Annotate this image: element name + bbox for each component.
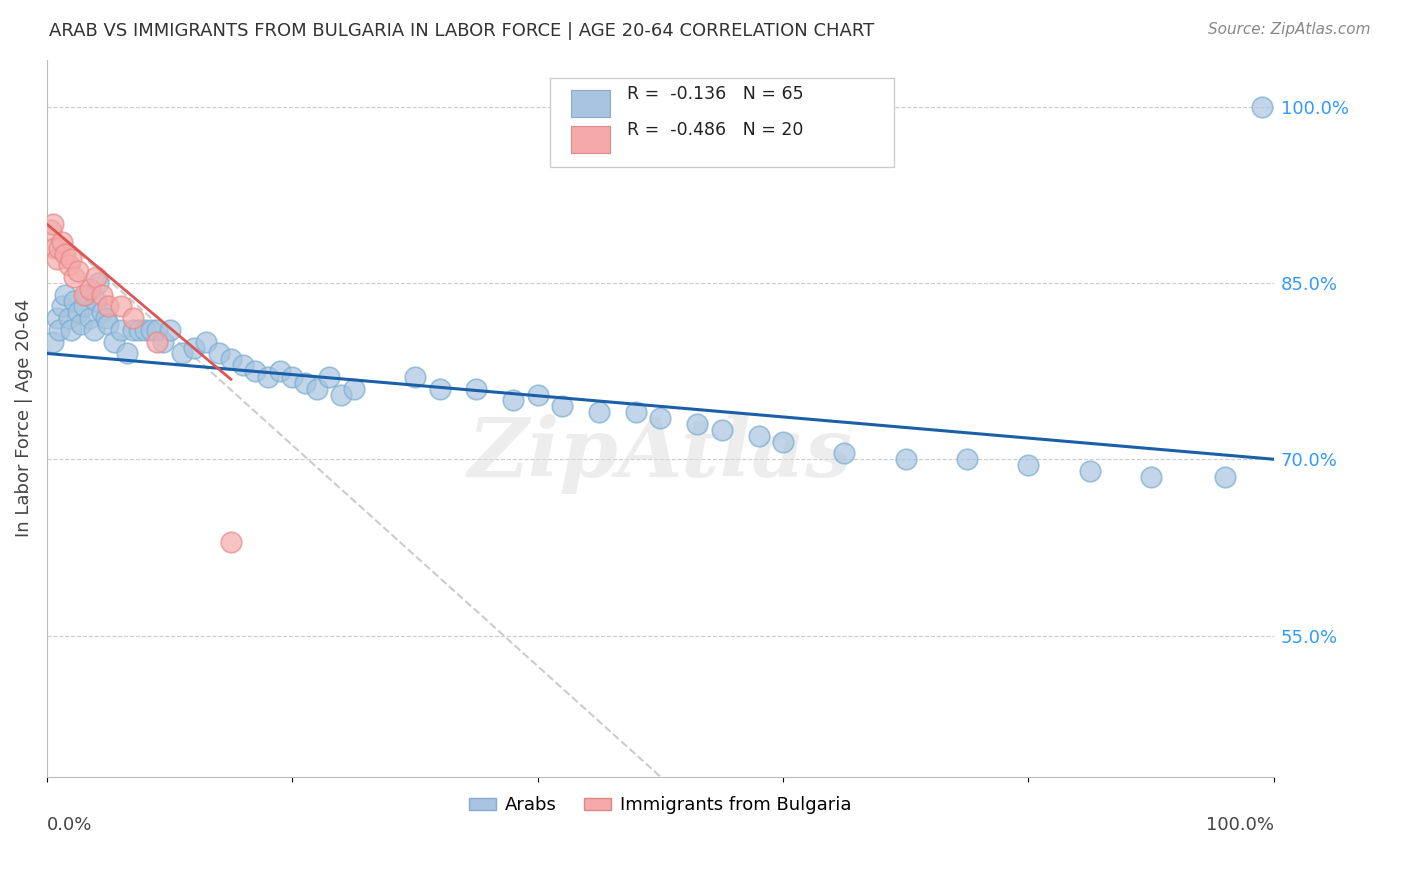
Text: ZipAtlas: ZipAtlas (468, 414, 853, 494)
Point (330, 387, 353, 401)
Point (84, 270, 107, 285)
Point (115, 346, 138, 360)
Y-axis label: In Labor Force | Age 20-64: In Labor Force | Age 20-64 (15, 299, 32, 537)
Point (53, 287, 76, 301)
Point (63, 270, 86, 285)
Point (1140, 470, 1163, 484)
Point (79, 311, 101, 326)
Point (75, 287, 97, 301)
Point (84, 293, 107, 308)
Point (44, 241, 66, 255)
Point (87, 276, 110, 290)
Point (834, 446, 856, 460)
FancyBboxPatch shape (550, 78, 893, 167)
Point (1078, 464, 1101, 478)
Point (686, 417, 709, 431)
Point (45, 311, 67, 326)
Legend: Arabs, Immigrants from Bulgaria: Arabs, Immigrants from Bulgaria (461, 789, 859, 822)
Point (97, 317, 120, 331)
Point (183, 341, 205, 355)
Point (219, 352, 242, 367)
Point (146, 334, 169, 349)
Point (956, 452, 979, 467)
Point (772, 434, 794, 449)
Point (60, 323, 83, 337)
Point (146, 323, 169, 337)
Point (58, 258, 80, 272)
Point (748, 429, 770, 443)
Point (58, 311, 80, 326)
Point (70, 317, 93, 331)
Point (710, 423, 733, 437)
Point (83, 323, 105, 337)
Point (73, 300, 96, 314)
Text: 0.0%: 0.0% (46, 816, 93, 834)
Point (1017, 458, 1039, 472)
Point (121, 323, 143, 337)
Point (159, 323, 181, 337)
Point (195, 334, 218, 349)
Point (588, 405, 610, 419)
Point (245, 364, 267, 378)
Point (66, 305, 89, 319)
Point (73, 287, 96, 301)
Point (63, 293, 86, 308)
Point (294, 376, 316, 390)
Point (128, 323, 150, 337)
Point (502, 393, 524, 408)
Point (404, 370, 426, 384)
Point (170, 346, 193, 360)
Point (219, 534, 242, 549)
Point (103, 334, 125, 349)
Point (42, 334, 65, 349)
Point (894, 452, 917, 467)
Point (60, 252, 83, 267)
Text: 100.0%: 100.0% (1206, 816, 1274, 834)
Point (208, 346, 231, 360)
Point (91, 305, 114, 319)
Point (48, 323, 70, 337)
Point (42, 217, 65, 231)
Point (97, 300, 120, 314)
Point (141, 323, 163, 337)
Text: R =  -0.136   N = 65: R = -0.136 N = 65 (627, 85, 804, 103)
Bar (571, 126, 610, 153)
Point (650, 411, 672, 425)
Point (134, 323, 156, 337)
Point (48, 241, 70, 255)
Point (152, 334, 174, 349)
Text: ARAB VS IMMIGRANTS FROM BULGARIA IN LABOR FORCE | AGE 20-64 CORRELATION CHART: ARAB VS IMMIGRANTS FROM BULGARIA IN LABO… (49, 22, 875, 40)
Point (526, 387, 548, 401)
Point (51, 300, 73, 314)
Point (91, 287, 114, 301)
Point (305, 382, 328, 396)
Point (66, 264, 89, 278)
Point (269, 364, 291, 378)
Point (45, 252, 67, 267)
Point (318, 370, 340, 384)
Point (51, 235, 73, 249)
Point (343, 382, 366, 396)
Point (1250, 100, 1272, 114)
Point (551, 400, 574, 414)
Point (429, 382, 451, 396)
Point (110, 300, 132, 314)
Point (39, 223, 62, 237)
Point (110, 323, 132, 337)
Text: R =  -0.486   N = 20: R = -0.486 N = 20 (627, 121, 804, 139)
Point (465, 382, 488, 396)
Point (79, 282, 101, 296)
Point (53, 246, 76, 260)
Text: Source: ZipAtlas.com: Source: ZipAtlas.com (1208, 22, 1371, 37)
Point (121, 311, 143, 326)
Bar (571, 90, 610, 117)
Point (256, 370, 278, 384)
Point (1213, 470, 1236, 484)
Point (232, 358, 254, 372)
Point (94, 311, 117, 326)
Point (281, 370, 304, 384)
Point (624, 405, 647, 419)
